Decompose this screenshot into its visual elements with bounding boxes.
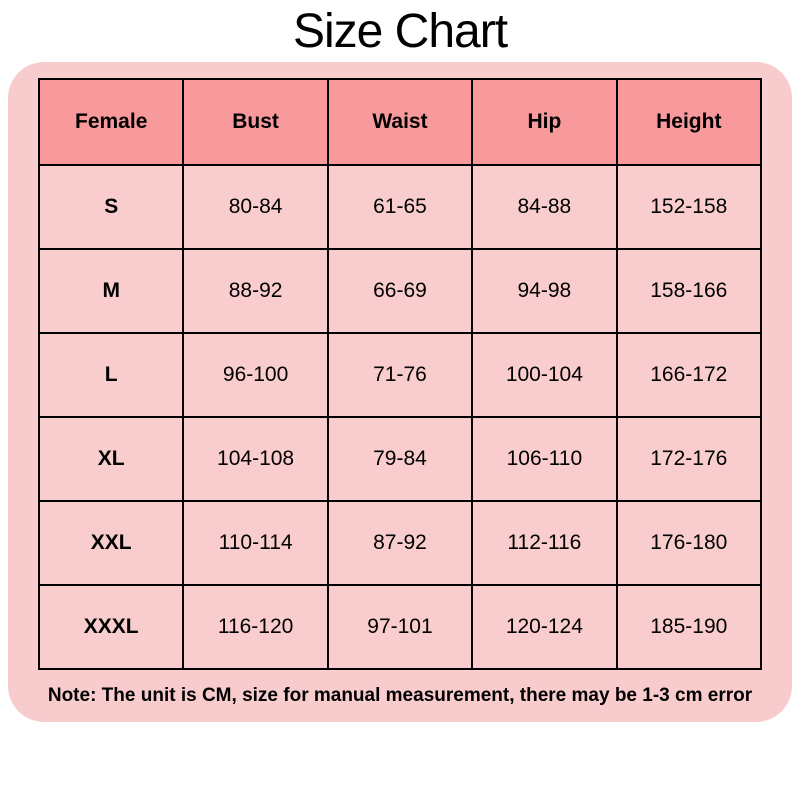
size-chart-panel: Female Bust Waist Hip Height S 80-84 61-65 84-8… — [8, 62, 792, 722]
column-header-hip: Hip — [471, 78, 618, 166]
measurement-cell: 112-116 — [471, 500, 618, 586]
table-header: Female Bust Waist Hip Height — [37, 78, 763, 166]
measurement-cell: 61-65 — [326, 164, 474, 250]
measurement-cell: 100-104 — [471, 332, 618, 418]
measurement-cell: 84-88 — [471, 164, 618, 250]
size-label: XXXL — [37, 584, 185, 670]
table-row-xl: XL 104-108 79-84 106-110 172-176 — [37, 416, 763, 502]
measurement-cell: 104-108 — [182, 416, 329, 502]
measurement-cell: 97-101 — [326, 584, 474, 670]
table-row-m: M 88-92 66-69 94-98 158-166 — [37, 248, 763, 334]
measurement-cell: 176-180 — [615, 500, 763, 586]
table-row-xxxl: XXXL 116-120 97-101 120-124 185-190 — [37, 584, 763, 670]
measurement-cell: 172-176 — [615, 416, 763, 502]
size-label: XL — [37, 416, 185, 502]
column-header-height: Height — [615, 78, 763, 166]
header-row: Female Bust Waist Hip Height — [37, 78, 763, 166]
column-header-female: Female — [37, 78, 185, 166]
column-header-waist: Waist — [326, 78, 474, 166]
measurement-cell: 87-92 — [326, 500, 474, 586]
measurement-cell: 94-98 — [471, 248, 618, 334]
table-row-s: S 80-84 61-65 84-88 152-158 — [37, 164, 763, 250]
measurement-cell: 185-190 — [615, 584, 763, 670]
size-label: L — [37, 332, 185, 418]
measurement-cell: 71-76 — [326, 332, 474, 418]
column-header-bust: Bust — [182, 78, 329, 166]
size-label: M — [37, 248, 185, 334]
table-row-xxl: XXL 110-114 87-92 112-116 176-180 — [37, 500, 763, 586]
measurement-cell: 110-114 — [182, 500, 329, 586]
page-title: Size Chart — [292, 5, 508, 58]
measurement-cell: 152-158 — [615, 164, 763, 250]
measurement-cell: 79-84 — [326, 416, 474, 502]
measurement-cell: 66-69 — [326, 248, 474, 334]
measurement-cell: 88-92 — [182, 248, 329, 334]
measurement-cell: 116-120 — [182, 584, 329, 670]
measurement-cell: 80-84 — [182, 164, 329, 250]
measurement-cell: 120-124 — [471, 584, 618, 670]
table-row-l: L 96-100 71-76 100-104 166-172 — [37, 332, 763, 418]
size-label: S — [37, 164, 185, 250]
measurement-cell: 166-172 — [615, 332, 763, 418]
measurement-cell: 106-110 — [471, 416, 618, 502]
measurement-cell: 96-100 — [182, 332, 329, 418]
measurement-cell: 158-166 — [615, 248, 763, 334]
table-body: S 80-84 61-65 84-88 152-158 M 88-92 66-69 94-98 1… — [37, 164, 763, 670]
measurement-note: Note: The unit is CM, size for manual me… — [47, 685, 753, 706]
size-label: XXL — [37, 500, 185, 586]
size-chart-table: Female Bust Waist Hip Height S 80-84 61-65 84-8… — [37, 78, 763, 670]
